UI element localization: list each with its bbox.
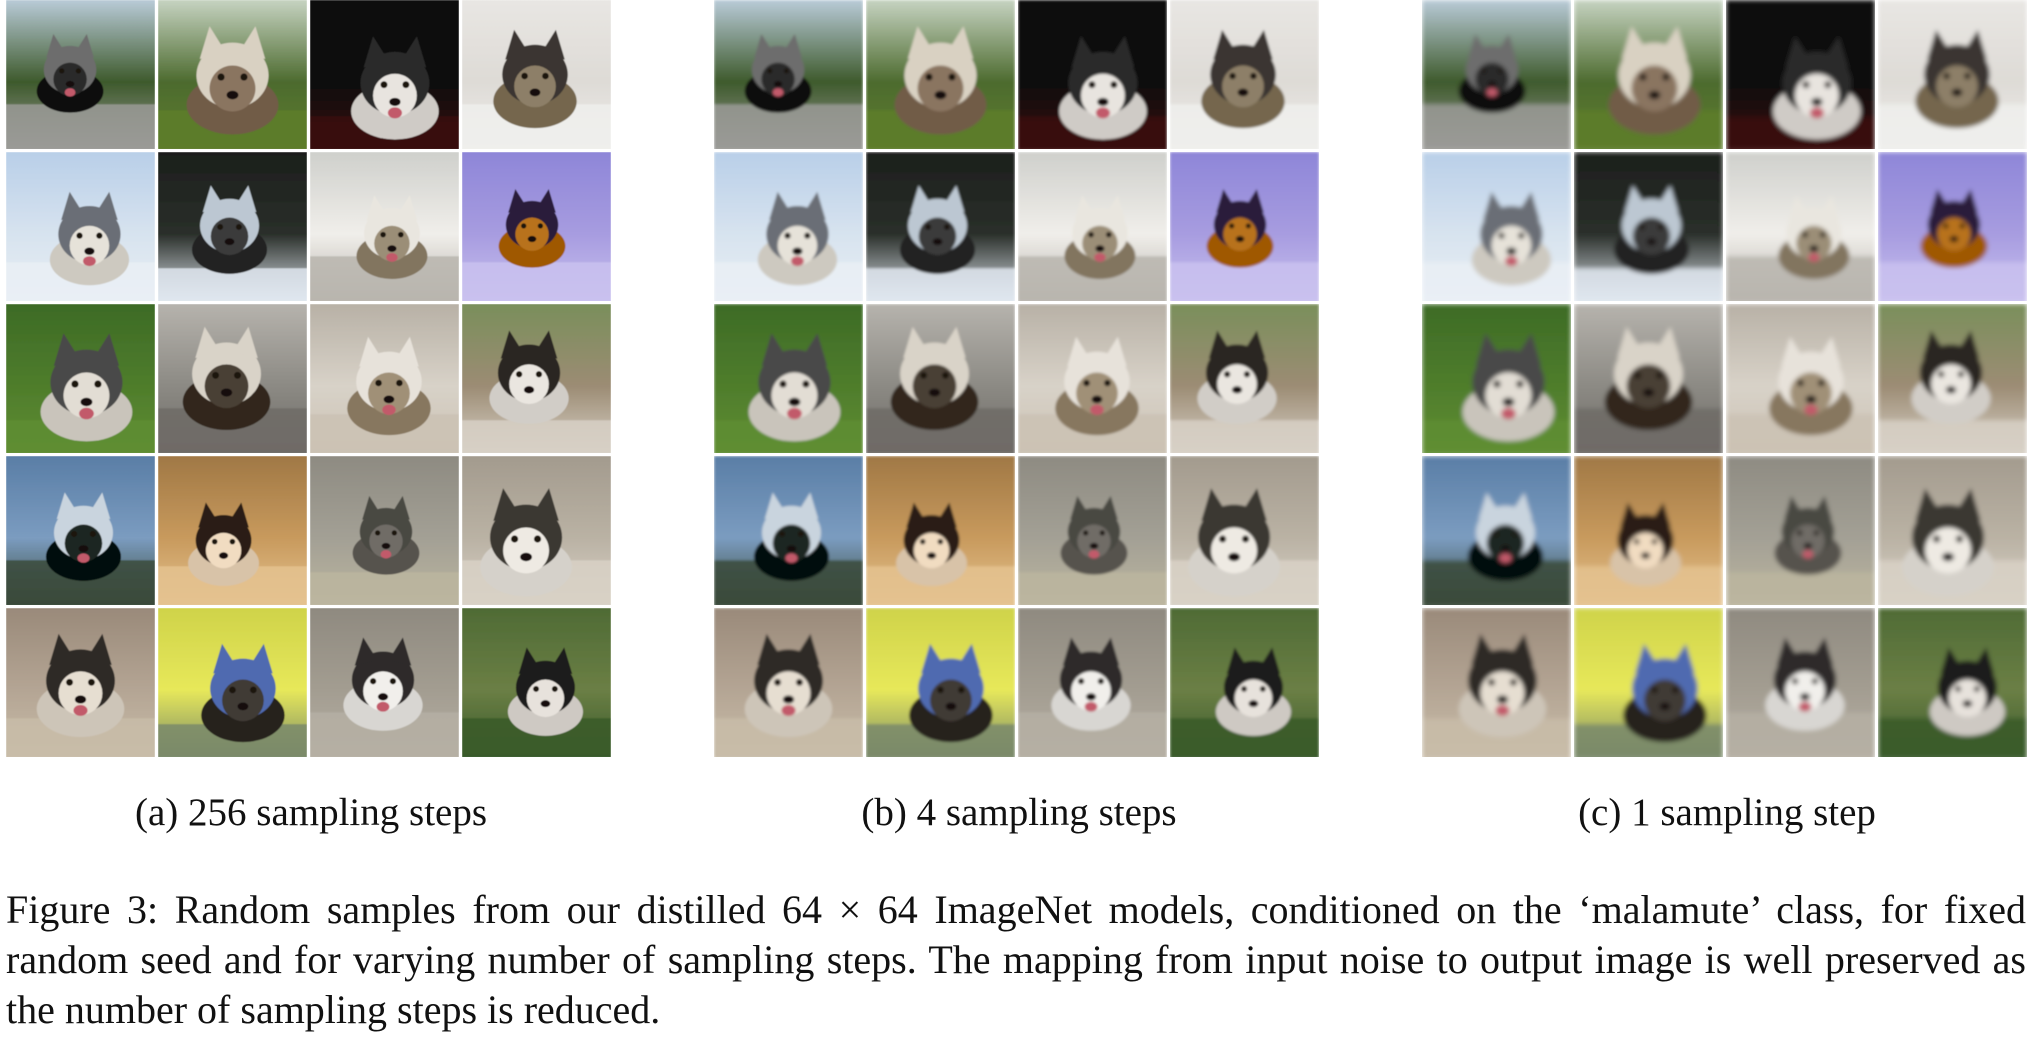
sample-image [310,456,459,605]
sample-image [310,608,459,757]
sample-image [310,0,459,149]
sample-image [1726,152,1875,301]
sample-image [1726,0,1875,149]
sample-image [1726,608,1875,757]
sample-image [1574,608,1723,757]
subcaption-b: (b) 4 sampling steps [861,791,1177,834]
panel-b: (b) 4 sampling steps [714,0,1324,834]
sample-image [1018,152,1167,301]
panel-c: (c) 1 sampling step [1422,0,2032,834]
sample-image [1422,608,1571,757]
panel-a: (a) 256 sampling steps [6,0,616,834]
sample-image [6,456,155,605]
sample-image [1170,152,1319,301]
sample-image [158,608,307,757]
sample-image [310,152,459,301]
sample-image [158,152,307,301]
sample-image [1422,304,1571,453]
sample-image [866,304,1015,453]
figure-caption-text: Random samples from our distilled 64 × 6… [6,887,2027,1032]
sample-image [462,0,611,149]
sample-image [866,0,1015,149]
sample-grid-b [714,0,1324,760]
subcaption-a: (a) 256 sampling steps [134,791,488,834]
sample-image [866,456,1015,605]
sample-image [1878,608,2027,757]
subcaption-c: (c) 1 sampling step [1578,791,1876,834]
sample-image [1018,456,1167,605]
sample-image [1574,304,1723,453]
sample-image [1878,304,2027,453]
sample-image [158,304,307,453]
sample-image [6,304,155,453]
sample-image [1574,456,1723,605]
sample-image [1170,456,1319,605]
sample-image [1422,0,1571,149]
sample-image [714,456,863,605]
sample-image [1574,0,1723,149]
sample-image [462,304,611,453]
sample-image [158,456,307,605]
sample-image [866,152,1015,301]
sample-image [1422,456,1571,605]
sample-image [1726,456,1875,605]
sample-image [1170,304,1319,453]
sample-image [866,608,1015,757]
sample-image [714,0,863,149]
sample-image [158,0,307,149]
figure-caption: Figure 3: Random samples from our distil… [6,885,2026,1035]
sample-grid-a [6,0,616,760]
sample-image [462,608,611,757]
sample-image [1422,152,1571,301]
sample-image [1878,0,2027,149]
sample-grid-c [1422,0,2032,760]
sample-image [1018,0,1167,149]
sample-image [1170,0,1319,149]
sample-image [310,304,459,453]
sample-image [462,152,611,301]
sample-image [6,608,155,757]
sample-image [1878,456,2027,605]
sample-image [1726,304,1875,453]
figure-label: Figure 3: [6,887,159,932]
sample-image [714,304,863,453]
sample-image [714,608,863,757]
sample-image [1170,608,1319,757]
sample-image [714,152,863,301]
sample-image [1574,152,1723,301]
sample-image [1018,608,1167,757]
sample-image [6,152,155,301]
sample-image [1018,304,1167,453]
sample-image [6,0,155,149]
sample-image [462,456,611,605]
sample-image [1878,152,2027,301]
